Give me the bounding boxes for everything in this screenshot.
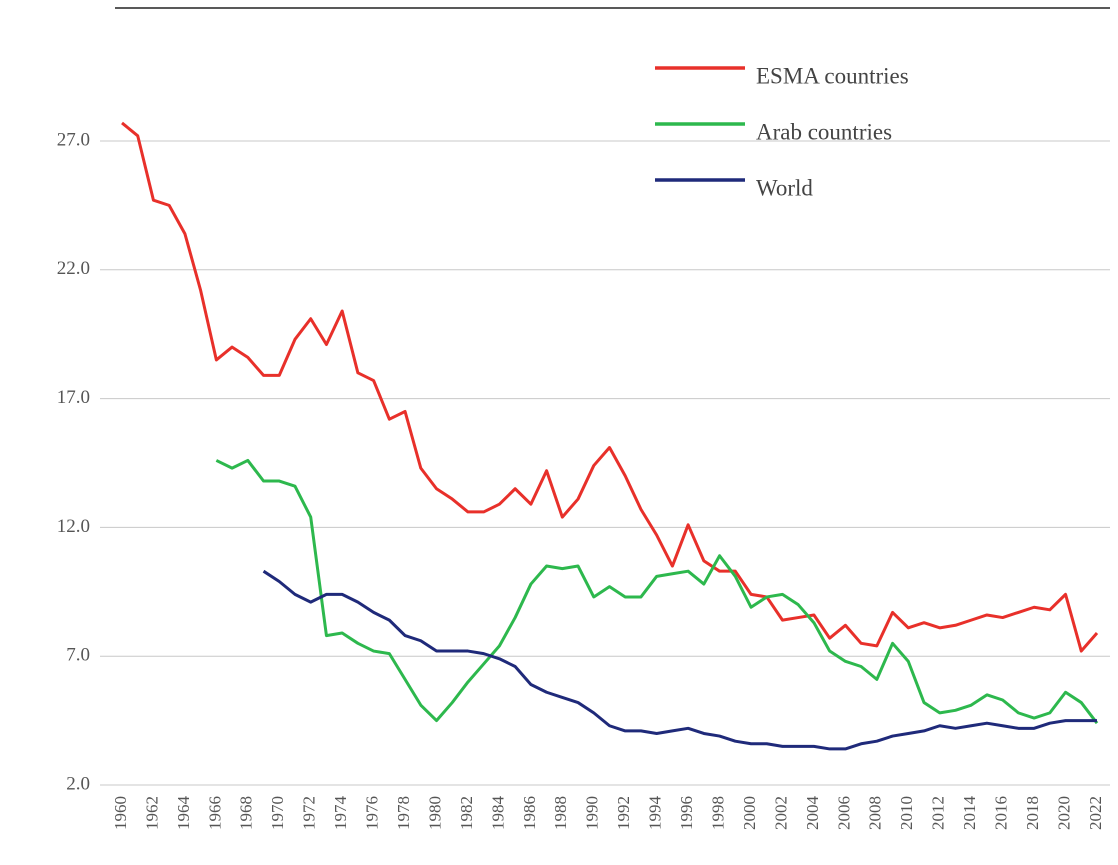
x-tick-label: 2018 — [1023, 796, 1042, 830]
y-tick-label: 17.0 — [57, 387, 90, 408]
x-tick-label: 1974 — [331, 796, 350, 831]
x-tick-label: 1966 — [205, 796, 224, 830]
x-tick-label: 2010 — [897, 796, 916, 830]
x-tick-label: 2004 — [803, 796, 822, 831]
x-tick-label: 2006 — [834, 796, 853, 830]
y-tick-label: 12.0 — [57, 516, 90, 537]
x-tick-label: 1994 — [646, 796, 665, 831]
series-line — [215, 458, 1099, 725]
x-tick-label: 1972 — [300, 796, 319, 830]
x-tick-label: 2002 — [771, 796, 790, 830]
y-tick-label: 22.0 — [57, 258, 90, 279]
x-tick-label: 1960 — [111, 796, 130, 830]
x-tick-label: 1986 — [520, 796, 539, 830]
x-tick-label: 1992 — [614, 796, 633, 830]
x-tick-label: 1984 — [488, 796, 507, 831]
x-tick-label: 2012 — [929, 796, 948, 830]
x-tick-label: 1982 — [457, 796, 476, 830]
x-tick-label: 2014 — [960, 796, 979, 831]
legend-label: ESMA countries — [756, 63, 909, 88]
y-tick-label: 7.0 — [66, 645, 90, 666]
legend-label: World — [756, 175, 813, 200]
y-tick-label: 2.0 — [66, 773, 90, 794]
x-tick-label: 1996 — [677, 796, 696, 830]
y-tick-label: 27.0 — [57, 129, 90, 150]
x-tick-label: 1990 — [583, 796, 602, 830]
x-tick-label: 1988 — [551, 796, 570, 830]
legend-label: Arab countries — [756, 119, 892, 144]
x-tick-label: 1980 — [425, 796, 444, 830]
series-line — [121, 121, 1099, 653]
x-tick-label: 1978 — [394, 796, 413, 830]
x-tick-label: 1970 — [268, 796, 287, 830]
x-tick-label: 1998 — [708, 796, 727, 830]
x-tick-label: 1968 — [237, 796, 256, 830]
x-tick-label: 1964 — [174, 796, 193, 831]
x-tick-label: 2022 — [1086, 796, 1105, 830]
x-tick-label: 2020 — [1054, 796, 1073, 830]
series-line — [262, 569, 1097, 751]
x-tick-label: 2008 — [866, 796, 885, 830]
x-tick-label: 1976 — [363, 796, 382, 830]
x-tick-label: 2016 — [992, 796, 1011, 830]
x-tick-label: 2000 — [740, 796, 759, 830]
x-tick-label: 1962 — [142, 796, 161, 830]
